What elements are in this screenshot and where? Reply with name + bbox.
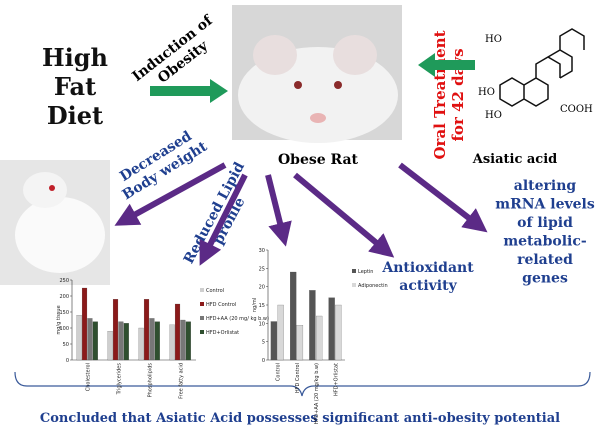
purple-arrows xyxy=(114,162,488,266)
x-tick-label: Phospholipids xyxy=(148,363,154,398)
diet-line: Diet xyxy=(47,101,103,130)
center-label: Obese Rat xyxy=(278,152,359,168)
structure-group: HO xyxy=(485,110,502,121)
mrna-line: metabolic- xyxy=(503,234,587,250)
bar xyxy=(118,321,124,361)
obese-rat-photo xyxy=(232,5,402,143)
mrna-line: genes xyxy=(522,271,568,287)
x-tick-label: HFD Control xyxy=(295,363,301,393)
bar xyxy=(270,321,278,361)
treatment-line: for 42 days xyxy=(449,48,467,141)
x-tick-label: Free fatty acid xyxy=(179,363,185,399)
compound-label: Asiatic acid xyxy=(472,152,558,167)
bar xyxy=(76,315,82,361)
y-tick-label: 5 xyxy=(262,340,265,346)
y-tick-label: 200 xyxy=(59,294,69,300)
bar xyxy=(107,331,113,361)
legend-swatch xyxy=(200,316,204,320)
bar xyxy=(81,287,88,361)
green-arrow xyxy=(418,53,475,77)
diet-line: High xyxy=(42,43,108,72)
antioxidant-line: activity xyxy=(399,278,457,294)
x-tick-label: HFD+AA (20 mg/kg b.w) xyxy=(314,363,320,424)
y-tick-label: 25 xyxy=(259,266,265,272)
structure xyxy=(499,28,585,107)
bar xyxy=(290,271,297,361)
body-weight-label: Decreased Body weight xyxy=(117,128,210,203)
mrna-line: of lipid xyxy=(517,215,573,231)
bar xyxy=(296,325,304,361)
legend-swatch xyxy=(352,283,356,287)
y-tick-label: 10 xyxy=(259,321,265,327)
bar xyxy=(277,304,284,361)
bar xyxy=(112,299,119,361)
bar xyxy=(138,327,144,361)
bar xyxy=(180,319,186,361)
y-tick-label: 0 xyxy=(66,358,69,364)
y-axis-label: mg/g tissue xyxy=(56,305,62,334)
bar xyxy=(174,303,181,361)
bar xyxy=(123,323,129,361)
bar xyxy=(154,321,160,361)
y-tick-label: 0 xyxy=(262,358,265,364)
y-tick-label: 15 xyxy=(259,303,265,309)
legend-label: HFD+Orlistat xyxy=(206,330,239,336)
green-arrow xyxy=(150,79,228,103)
bar xyxy=(143,299,150,361)
y-tick-label: 30 xyxy=(259,248,265,254)
legend-swatch xyxy=(200,302,204,306)
treatment-line: Oral Treatment xyxy=(431,30,449,159)
x-tick-label: Control xyxy=(276,363,282,381)
y-tick-label: 50 xyxy=(63,342,69,348)
structure-group: HO xyxy=(478,87,495,98)
y-tick-label: 250 xyxy=(59,278,69,284)
legend-swatch xyxy=(200,288,204,292)
bar xyxy=(328,297,335,361)
y-axis-label: ng/ml xyxy=(252,298,258,312)
bar xyxy=(169,324,175,361)
legend-label: HFD+AA (20 mg/ kg b.w) xyxy=(206,316,269,322)
mrna-label: altering mRNA levels of lipid metabolic-rel… xyxy=(495,178,595,287)
legend-label: Leptin xyxy=(358,269,373,275)
bar xyxy=(149,318,155,361)
conclusion: Concluded that Asiatic Acid possesses si… xyxy=(40,411,560,426)
mrna-line: related xyxy=(517,252,573,268)
mrna-line: mRNA levels xyxy=(495,197,595,213)
y-tick-label: 100 xyxy=(59,326,69,332)
x-tick-label: Cholesterol xyxy=(86,363,92,391)
hormone-chart: 0 5 10 15 20 25 30 ng/ml Control HFD Control HFD+A… xyxy=(252,248,388,424)
x-tick-label: Triglycerides xyxy=(117,363,123,396)
legend-swatch xyxy=(200,330,204,334)
bar xyxy=(309,290,316,361)
structure-group: COOH xyxy=(560,104,593,115)
legend-label: Adiponectin xyxy=(358,283,388,289)
legend-label: HFD Control xyxy=(206,302,236,308)
legend-swatch xyxy=(352,269,356,273)
legend-label: Control xyxy=(206,288,224,294)
bar xyxy=(316,315,323,361)
mrna-line: altering xyxy=(514,178,577,194)
bar xyxy=(92,321,98,361)
x-tick-label: HFD+Orlistat xyxy=(333,363,339,396)
brace xyxy=(14,371,591,397)
antioxidant-line: Antioxidant xyxy=(381,260,474,276)
y-tick-label: 20 xyxy=(259,285,265,291)
rat-photo xyxy=(0,160,110,285)
bar xyxy=(185,321,191,361)
diet-line: Fat xyxy=(54,72,96,101)
bar xyxy=(335,304,342,361)
bar xyxy=(87,318,93,361)
structure-group: HO xyxy=(485,34,502,45)
y-tick-label: 150 xyxy=(59,310,69,316)
treatment-label: Oral Treatment for 42 days xyxy=(431,30,467,159)
